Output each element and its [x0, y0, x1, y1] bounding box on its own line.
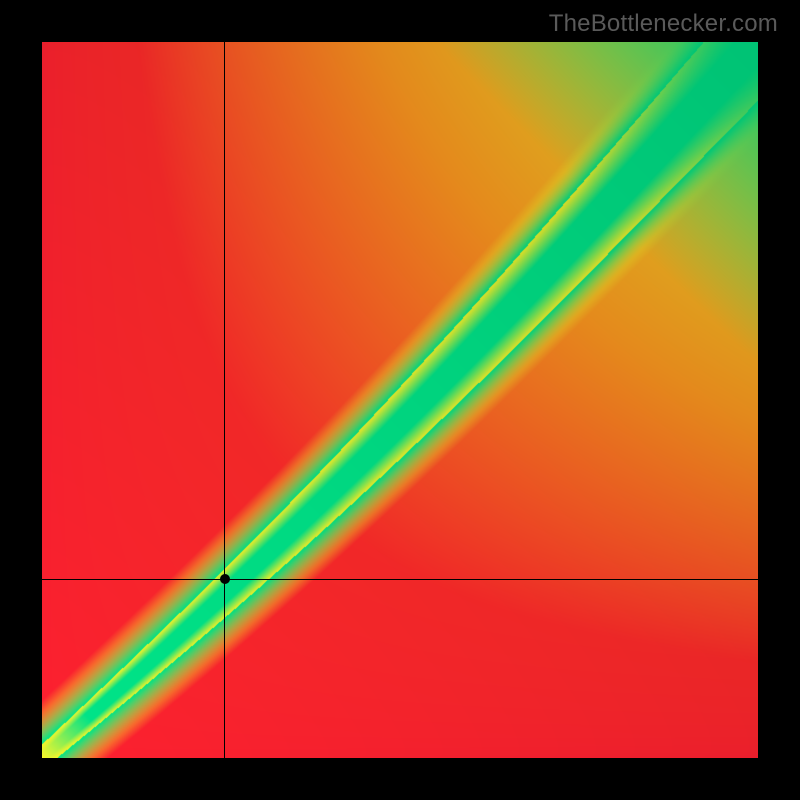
crosshair-horizontal	[42, 579, 758, 580]
crosshair-vertical	[224, 42, 225, 758]
crosshair-marker	[220, 574, 230, 584]
watermark-text: TheBottlenecker.com	[549, 10, 778, 38]
plot-area	[42, 42, 758, 758]
heatmap-canvas	[42, 42, 758, 758]
